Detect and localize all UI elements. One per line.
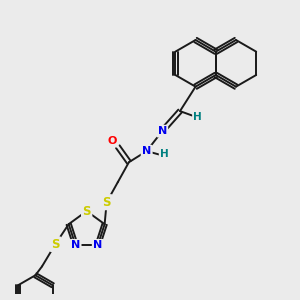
Text: S: S — [102, 196, 111, 209]
Text: N: N — [93, 240, 102, 250]
Text: S: S — [82, 205, 91, 218]
Text: N: N — [158, 126, 167, 136]
Text: N: N — [71, 240, 80, 250]
Text: H: H — [160, 149, 169, 159]
Text: S: S — [102, 196, 111, 209]
Text: O: O — [107, 136, 117, 146]
Text: S: S — [51, 238, 60, 251]
Text: H: H — [194, 112, 202, 122]
Text: N: N — [142, 146, 151, 156]
